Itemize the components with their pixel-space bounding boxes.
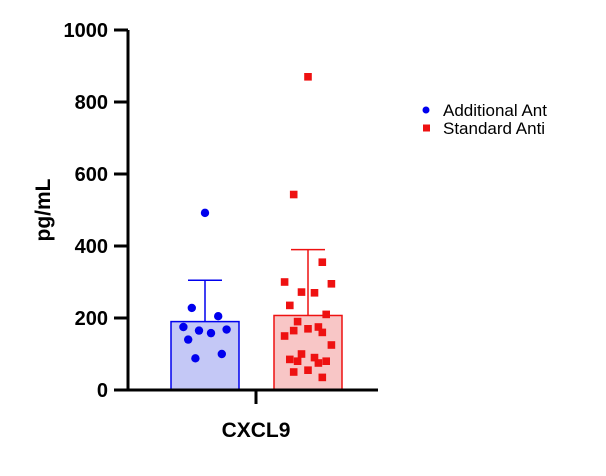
legend-label-standard: Standard Anti [443, 119, 545, 138]
y-axis-title: pg/mL [32, 178, 55, 241]
y-ticks: 0 200 400 600 800 1000 [64, 20, 128, 402]
x-axis-category-label: CXCL9 [222, 419, 291, 442]
y-tick-label: 1000 [64, 20, 109, 42]
data-point [214, 312, 223, 321]
data-point [179, 322, 188, 332]
data-point [314, 323, 323, 331]
data-point [297, 350, 306, 358]
data-point [206, 328, 216, 338]
data-point [280, 332, 289, 340]
data-point [289, 190, 298, 199]
data-point [304, 366, 312, 374]
legend-label-additional: Additional Ant [443, 101, 547, 120]
points-layer [179, 73, 336, 382]
y-tick-label: 400 [75, 236, 108, 258]
data-point [200, 208, 210, 218]
data-point [310, 353, 319, 362]
data-point [191, 354, 200, 363]
data-point [318, 328, 327, 337]
legend-marker-additional [422, 106, 430, 114]
data-point [310, 289, 319, 297]
data-point [322, 310, 330, 319]
data-point [297, 288, 306, 296]
error-bars-layer [188, 248, 325, 322]
y-tick-label: 0 [97, 380, 108, 402]
data-point [314, 359, 323, 367]
data-point [286, 355, 294, 364]
data-point [327, 341, 336, 349]
y-tick-label: 600 [75, 164, 108, 186]
data-point [327, 280, 336, 288]
data-point [194, 326, 204, 335]
y-tick-label: 200 [75, 308, 108, 330]
data-point [304, 73, 312, 81]
data-point [187, 303, 196, 313]
data-point [289, 326, 298, 335]
data-point [293, 317, 302, 326]
data-point [217, 349, 226, 359]
data-point [304, 325, 312, 333]
data-point [184, 335, 193, 344]
data-point [318, 373, 327, 382]
legend-marker-standard [423, 124, 430, 132]
data-point [289, 368, 298, 376]
legend: Additional Ant Standard Anti [422, 101, 547, 138]
data-point [322, 357, 330, 365]
data-point [222, 325, 231, 334]
data-point [280, 278, 289, 286]
data-point [318, 258, 327, 266]
data-point [293, 357, 302, 365]
data-point [286, 301, 294, 310]
y-tick-label: 800 [75, 92, 108, 114]
